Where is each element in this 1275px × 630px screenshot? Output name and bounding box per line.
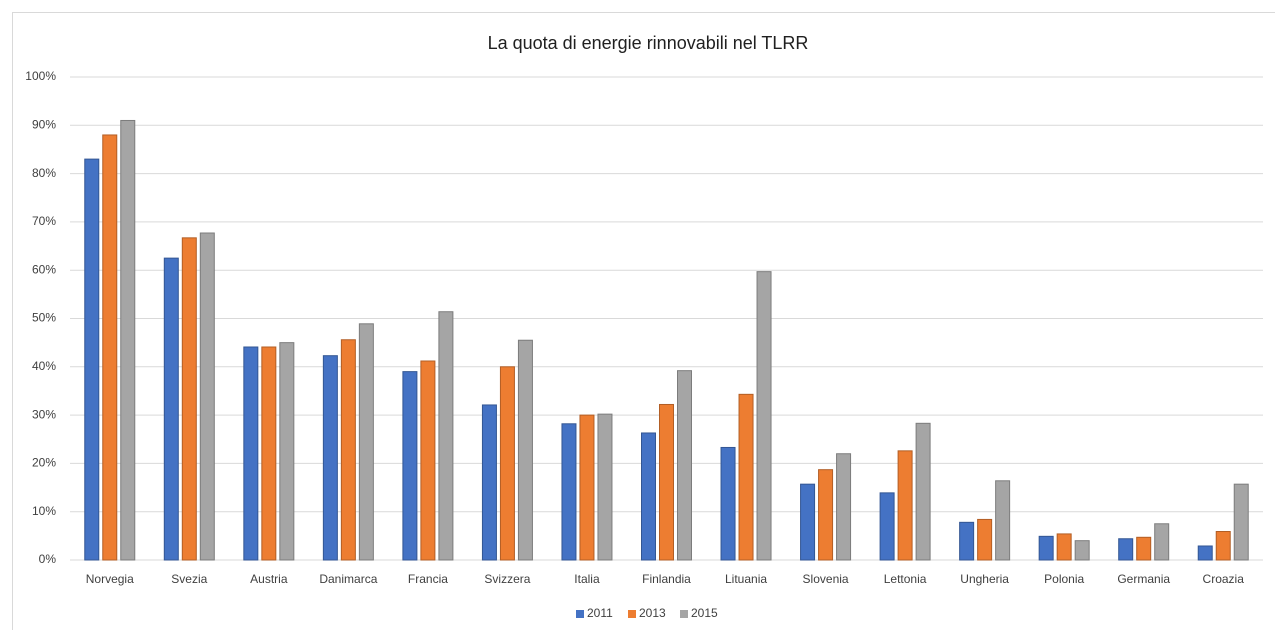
x-tick-label: Svizzera [484, 572, 530, 586]
bar [1056, 533, 1072, 561]
bar [915, 422, 931, 561]
x-tick-label: Polonia [1044, 572, 1084, 586]
bar [959, 521, 975, 561]
x-tick-label: Lettonia [884, 572, 927, 586]
bar [199, 232, 215, 561]
y-tick-label: 70% [32, 214, 56, 228]
y-tick-label: 10% [32, 504, 56, 518]
chart-title: La quota di energie rinnovabili nel TLRR [488, 33, 809, 53]
x-tick-label: Finlandia [642, 572, 691, 586]
bar [163, 257, 179, 561]
x-tick-label: Slovenia [803, 572, 849, 586]
legend-swatch [628, 610, 636, 618]
legend-label: 2013 [639, 606, 666, 620]
bar [995, 480, 1011, 561]
bar [977, 518, 993, 561]
y-tick-label: 50% [32, 311, 56, 325]
bar [720, 446, 736, 561]
bar [84, 158, 100, 561]
bar [800, 483, 816, 561]
bar [340, 339, 356, 561]
bar [756, 271, 772, 561]
bar [561, 423, 577, 561]
bar [481, 404, 497, 561]
bar [879, 492, 895, 561]
x-tick-label: Danimarca [319, 572, 377, 586]
y-tick-label: 30% [32, 407, 56, 421]
y-tick-label: 20% [32, 456, 56, 470]
bar [261, 346, 277, 561]
y-tick-label: 80% [32, 166, 56, 180]
bar [1038, 535, 1054, 561]
bar [641, 432, 656, 561]
x-tick-label: Francia [408, 572, 448, 586]
bar [597, 413, 613, 561]
bar [1154, 523, 1170, 561]
bar [659, 403, 674, 561]
bar [1215, 531, 1231, 561]
bar [322, 355, 338, 561]
bar [499, 366, 515, 561]
y-tick-label: 60% [32, 262, 56, 276]
bar [818, 469, 834, 561]
x-tick-label: Svezia [171, 572, 207, 586]
bar [517, 339, 533, 561]
y-tick-label: 0% [39, 552, 57, 566]
legend-swatch [680, 610, 688, 618]
bar [1136, 536, 1152, 561]
bar [243, 346, 259, 561]
bar [897, 450, 913, 561]
bar [738, 393, 754, 561]
bar [1233, 483, 1249, 561]
bar [579, 414, 595, 561]
legend-label: 2011 [587, 606, 613, 620]
x-tick-label: Norvegia [86, 572, 134, 586]
bar [181, 237, 197, 561]
x-tick-label: Austria [250, 572, 288, 586]
y-tick-label: 100% [25, 69, 56, 83]
bar [836, 453, 852, 561]
bar [438, 311, 454, 561]
x-tick-label: Italia [574, 572, 600, 586]
bar [102, 134, 118, 561]
bar [402, 371, 418, 561]
bar [420, 360, 436, 561]
bar [1197, 545, 1213, 561]
bar [1074, 540, 1090, 561]
bar [677, 370, 692, 561]
x-tick-label: Lituania [725, 572, 767, 586]
bar [120, 119, 136, 561]
x-tick-label: Croazia [1203, 572, 1245, 586]
bar [1118, 538, 1134, 561]
x-tick-label: Germania [1117, 572, 1170, 586]
legend-swatch [576, 610, 584, 618]
bar [279, 342, 295, 561]
legend-label: 2015 [691, 606, 718, 620]
y-tick-label: 40% [32, 359, 56, 373]
bar [358, 323, 374, 561]
y-tick-label: 90% [32, 117, 56, 131]
x-tick-label: Ungheria [960, 572, 1009, 586]
